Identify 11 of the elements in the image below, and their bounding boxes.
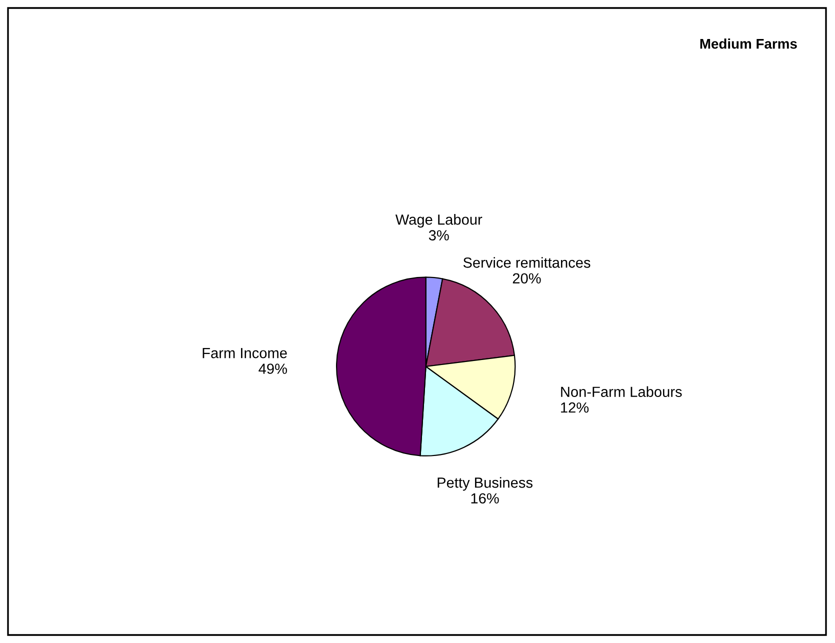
slice-label: Service remittances: [463, 257, 590, 268]
data-label: 49%: [258, 364, 287, 374]
text: Medium Farms: [700, 38, 797, 49]
data-label: 12%: [561, 402, 589, 413]
data-label: 20%: [512, 273, 541, 284]
slice-label: Petty Business: [438, 477, 532, 491]
slice-label: Wage Labour: [395, 214, 482, 228]
data-label: 16%: [471, 493, 499, 504]
slice-label: Non-Farm Labours: [561, 386, 682, 397]
slice-label: Farm Income: [202, 348, 287, 358]
data-label: 3%: [428, 230, 449, 240]
